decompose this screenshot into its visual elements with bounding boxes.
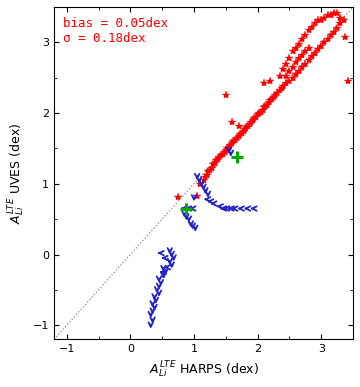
X-axis label: $A_{Li}^{LTE}$ HARPS (dex): $A_{Li}^{LTE}$ HARPS (dex) [149,360,258,380]
Y-axis label: $A_{Li}^{LTE}$ UVES (dex): $A_{Li}^{LTE}$ UVES (dex) [7,122,27,224]
Text: bias = 0.05dex
σ = 0.18dex: bias = 0.05dex σ = 0.18dex [63,17,168,45]
